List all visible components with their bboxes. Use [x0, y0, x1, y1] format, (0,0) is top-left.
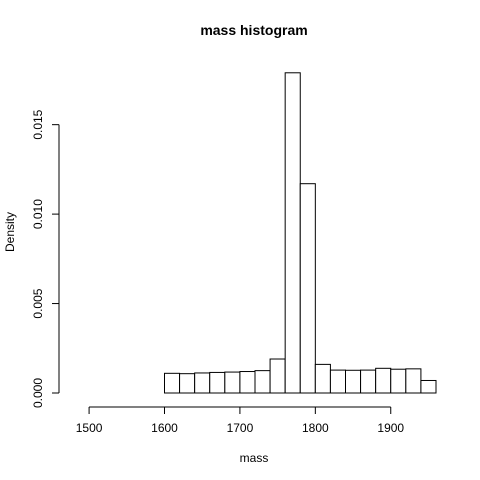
histogram-bar [239, 371, 256, 394]
x-tick-label: 1500 [76, 421, 103, 435]
histogram-bar [420, 379, 437, 394]
x-tick-label: 1700 [227, 421, 254, 435]
x-axis-label: mass [240, 451, 269, 465]
histogram-bar [405, 368, 422, 394]
histogram-bar [194, 372, 211, 394]
y-tick-label: 0.005 [31, 288, 45, 318]
chart-title: mass histogram [200, 22, 307, 38]
histogram-bar [360, 369, 377, 394]
bars-group [164, 72, 437, 394]
histogram-bar [375, 367, 392, 394]
histogram-bar [164, 372, 181, 394]
histogram-bar [284, 72, 301, 394]
histogram-bar [254, 370, 271, 394]
histogram-bar [314, 363, 331, 394]
histogram-bar [269, 358, 286, 394]
x-tick-label: 1900 [377, 421, 404, 435]
histogram-bar [209, 371, 226, 394]
histogram-bar [224, 371, 241, 394]
histogram-bar [390, 368, 407, 394]
x-axis: 1500 1600 1700 1800 1900 [76, 406, 404, 435]
x-tick-label: 1600 [151, 421, 178, 435]
y-tick-label: 0.015 [31, 109, 45, 139]
x-tick-label: 1800 [302, 421, 329, 435]
histogram-bar [179, 373, 196, 394]
y-tick-label: 0.000 [31, 378, 45, 408]
y-tick-label: 0.010 [31, 199, 45, 229]
y-axis: 0.000 0.005 0.010 0.015 [31, 109, 60, 408]
histogram-bar [345, 369, 362, 394]
y-axis-label: Density [3, 212, 17, 252]
histogram-bar [299, 183, 316, 394]
histogram-bar [329, 369, 347, 394]
